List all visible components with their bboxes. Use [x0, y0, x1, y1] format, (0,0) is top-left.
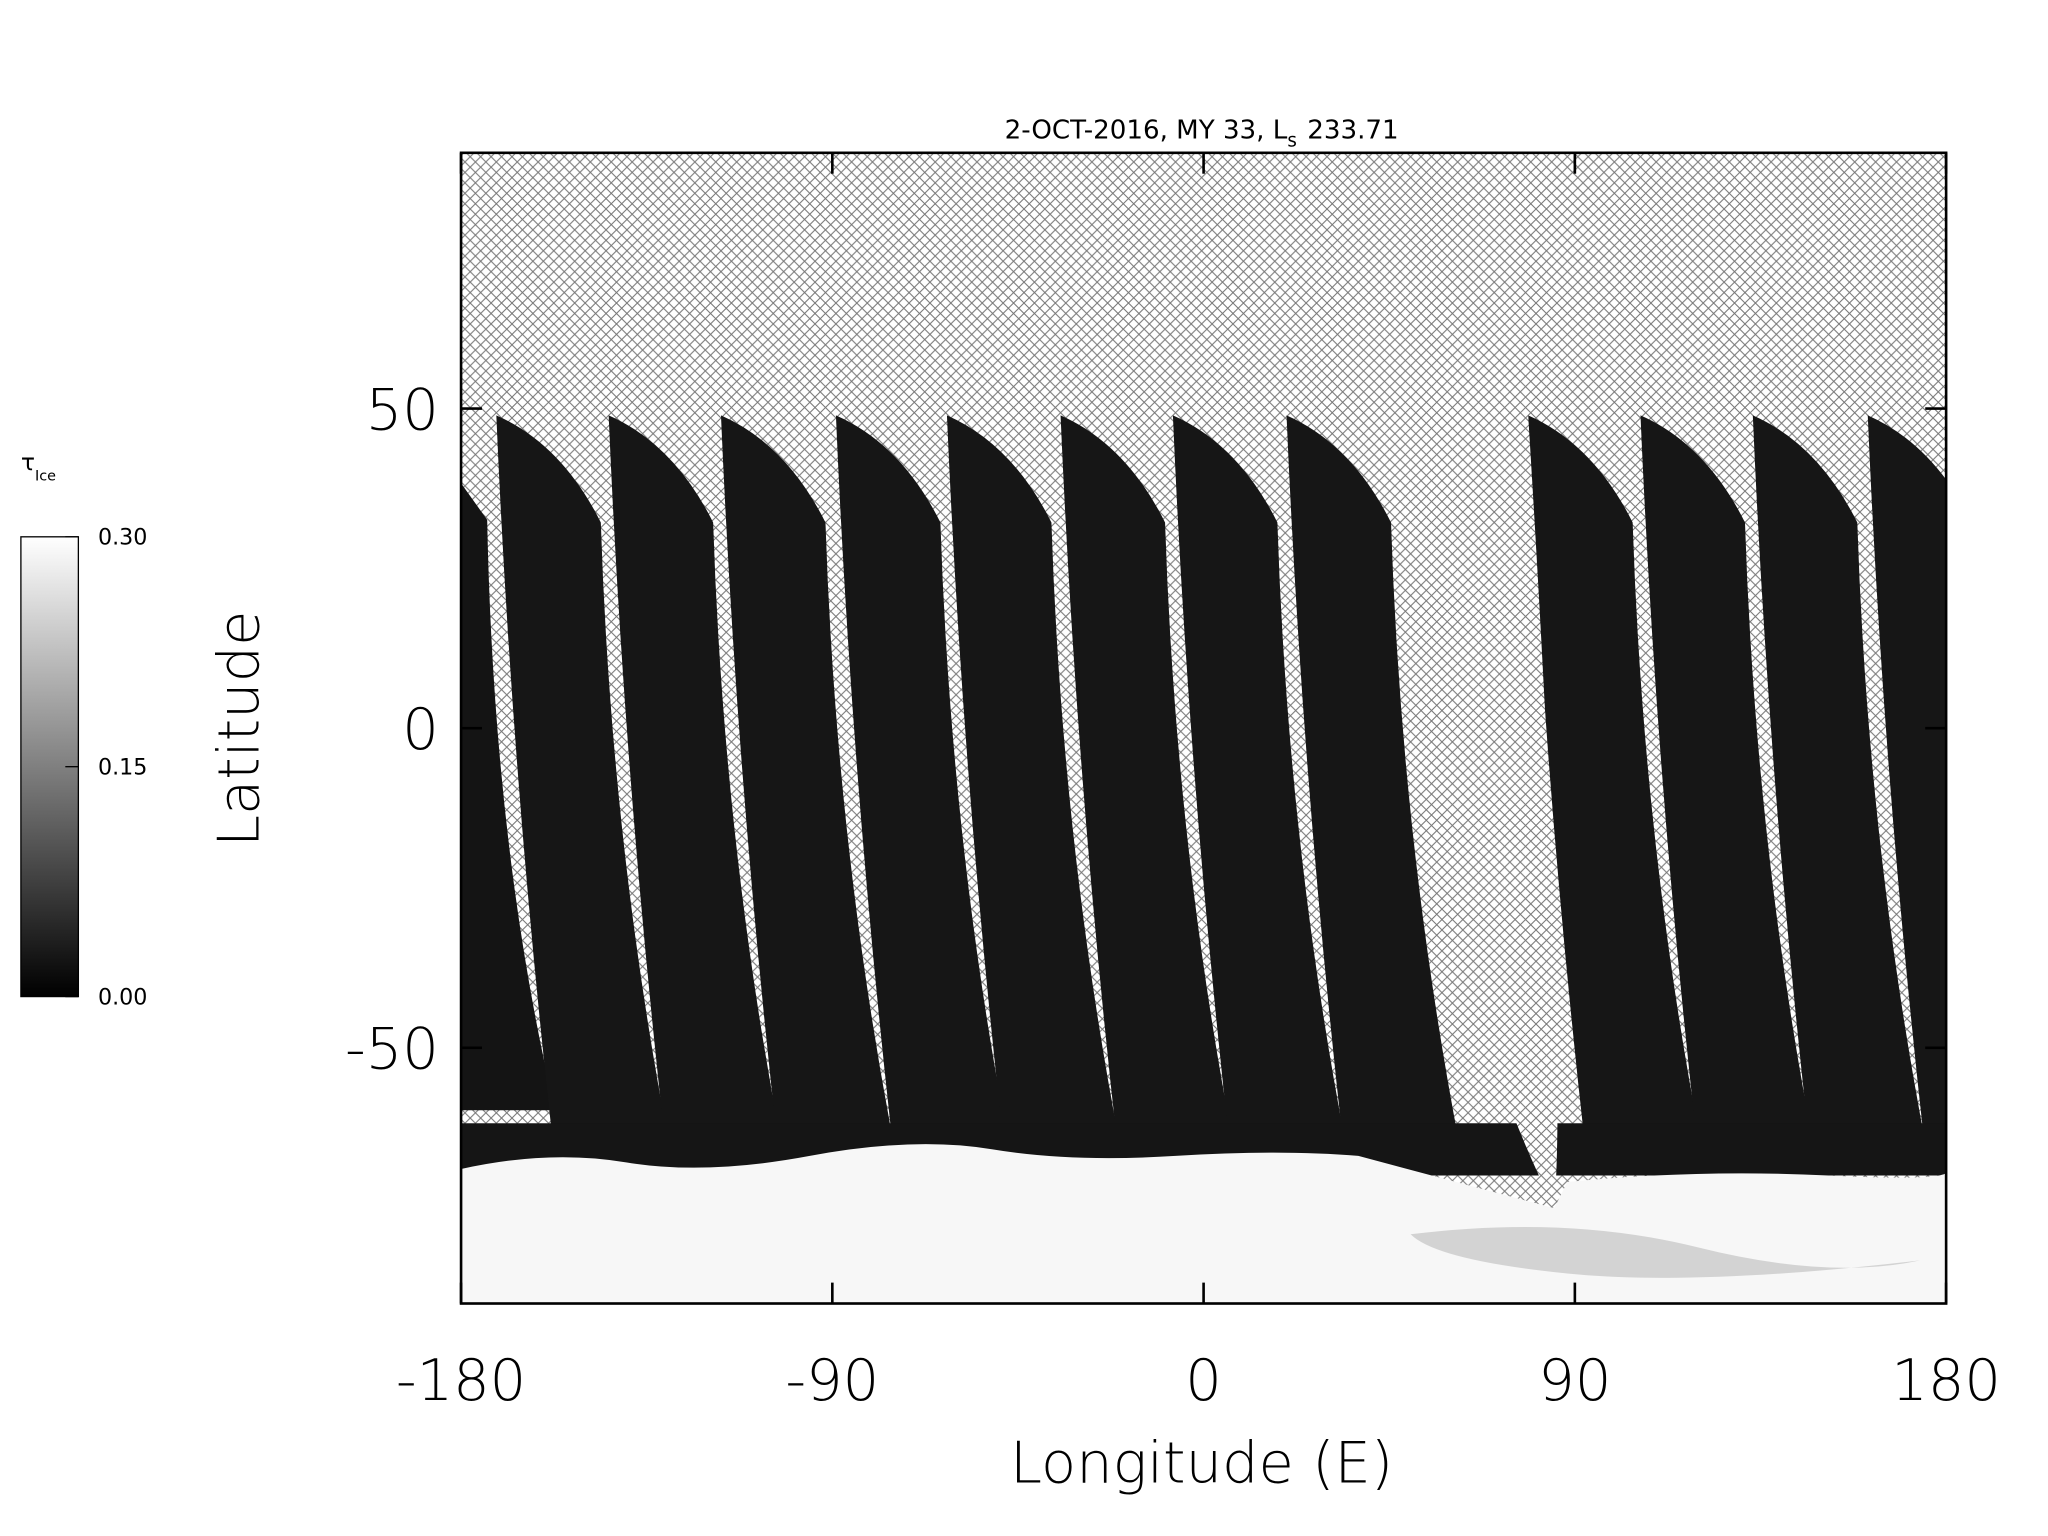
polar-texture: [1410, 1226, 1920, 1278]
swath: [1528, 415, 1705, 1163]
hatch-wedge: [1398, 415, 1558, 1209]
swath: [720, 415, 898, 1163]
x-tick-label: 90: [1538, 1347, 1611, 1414]
swath: [1172, 415, 1350, 1163]
swath: [496, 415, 673, 1163]
y-tick-label: 50: [366, 376, 439, 443]
y-tick-label: 0: [402, 696, 439, 763]
colorbar-tick-label: 0.30: [98, 525, 147, 551]
swath: [835, 415, 1013, 1163]
chart-title: 2-OCT-2016, MY 33, Ls 233.71: [1005, 115, 1399, 151]
swath: [1286, 415, 1463, 1163]
x-axis-label: Longitude (E): [1010, 1429, 1393, 1496]
swath: [461, 483, 556, 1111]
title-text: 2-OCT-2016, MY 33, L: [1005, 115, 1288, 145]
swath: [1752, 415, 1930, 1163]
swath: [946, 415, 1124, 1163]
colorbar-tick-label: 0.15: [98, 755, 147, 781]
x-tick-label: -180: [396, 1347, 526, 1414]
colorbar-label-subscript: Ice: [35, 469, 56, 485]
swath: [1867, 415, 1947, 1163]
x-tick-label: -90: [785, 1347, 879, 1414]
y-axis-label: Latitude: [206, 611, 273, 847]
swath: [1060, 415, 1237, 1163]
colorbar-label-main: τ: [21, 448, 35, 476]
swath: [608, 415, 785, 1163]
colorbar-tick-label: 0.00: [98, 984, 147, 1010]
swaths: [461, 415, 1947, 1209]
title-value: 233.71: [1307, 115, 1398, 145]
map-image: [461, 152, 1947, 1304]
x-tick-label: 0: [1185, 1347, 1222, 1414]
title-subscript: s: [1287, 130, 1297, 151]
colorbar-label: τIce: [21, 448, 56, 484]
y-tick-label: -50: [345, 1016, 439, 1083]
x-tick-label: 180: [1891, 1347, 2001, 1414]
swath: [1640, 415, 1817, 1163]
